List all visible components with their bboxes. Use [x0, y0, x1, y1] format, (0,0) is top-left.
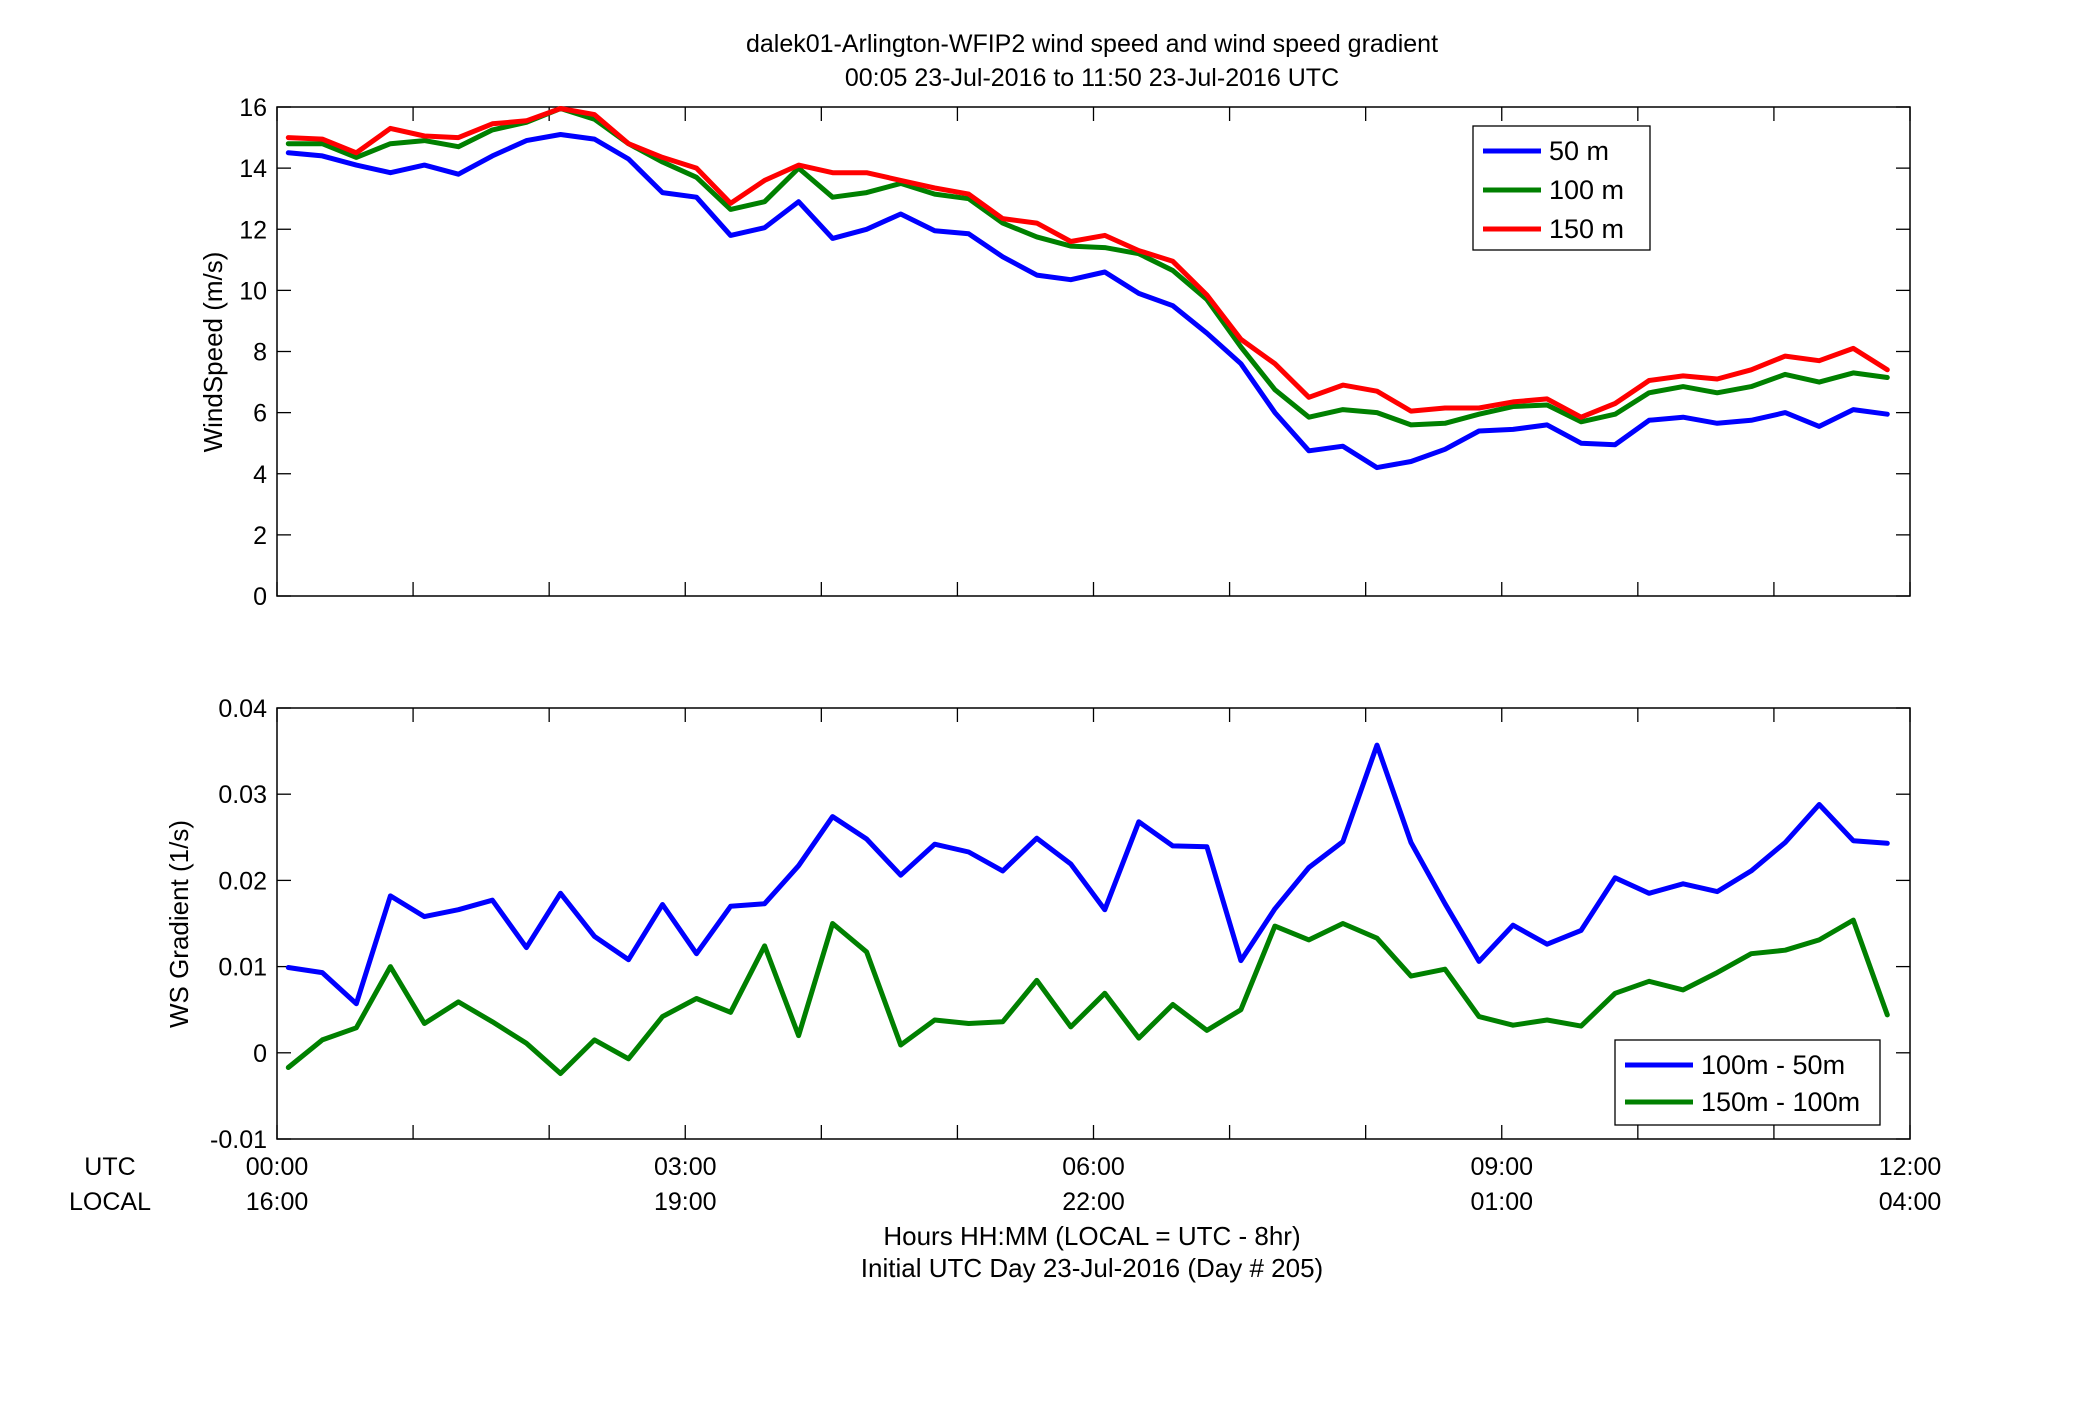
windspeed-series-line-50-m — [285, 132, 1890, 471]
x-tick-label-utc: 09:00 — [1470, 1153, 1533, 1181]
gradient-legend: 100m - 50m 150m - 100m — [1614, 1039, 1881, 1126]
x-tick-label-local: 22:00 — [1062, 1188, 1125, 1216]
x-tick-label-local: 19:00 — [654, 1188, 717, 1216]
x-tick-label-utc: 00:00 — [246, 1153, 309, 1181]
gradient-legend-items: 100m - 50m 150m - 100m — [1625, 1050, 1860, 1117]
x-tick-labels: 00:00 16:00 03:00 19:00 06:00 22:00 09:00 01:00… — [246, 1153, 1942, 1216]
gradient-series-line-150m-100m — [285, 917, 1890, 1076]
x-tick-label-utc: 06:00 — [1062, 1153, 1125, 1181]
windspeed-ytick-label: 0 — [253, 583, 267, 611]
windspeed-ytick-label: 8 — [253, 339, 267, 367]
windspeed-axes-frame — [276, 106, 1911, 597]
x-tick-label-utc: 03:00 — [654, 1153, 717, 1181]
windspeed-ytick-label: 2 — [253, 522, 267, 550]
windspeed-ytick-label: 14 — [239, 155, 267, 183]
gradient-series-line-100m-50m — [285, 742, 1890, 1007]
x-tick-label-local: 01:00 — [1470, 1188, 1533, 1216]
windspeed-ytick-label: 4 — [253, 461, 267, 489]
windspeed-series-lines — [285, 106, 1890, 471]
gradient-ytick-label: 0 — [253, 1040, 267, 1068]
x-tick-label-local: 04:00 — [1879, 1188, 1942, 1216]
windspeed-ytick-label: 10 — [239, 277, 267, 305]
windspeed-legend-label-100-m: 100 m — [1549, 175, 1624, 205]
x-tick-label-local: 16:00 — [246, 1188, 309, 1216]
windspeed-ylabel: WindSpeed (m/s) — [198, 252, 228, 453]
gradient-ylabel: WS Gradient (1/s) — [164, 820, 194, 1028]
figure-title-line1: dalek01-Arlington-WFIP2 wind speed and w… — [746, 30, 1438, 58]
windspeed-series-line-150-m — [285, 106, 1890, 420]
gradient-legend-box — [1614, 1039, 1881, 1126]
utc-row-label: UTC — [84, 1153, 135, 1181]
windspeed-legend-items: 50 m 100 m 150 m — [1483, 136, 1624, 244]
windspeed-ticks: 0 2 4 6 8 10 12 14 16 — [239, 94, 1911, 611]
x-axis-label-line2: Initial UTC Day 23-Jul-2016 (Day # 205) — [861, 1253, 1323, 1283]
windspeed-ytick-label: 12 — [239, 216, 267, 244]
gradient-legend-label-100m-50m: 100m - 50m — [1701, 1050, 1845, 1080]
gradient-ytick-label: 0.03 — [218, 781, 267, 809]
local-row-label: LOCAL — [69, 1188, 151, 1216]
windspeed-legend-label-50-m: 50 m — [1549, 136, 1609, 166]
x-tick-label-utc: 12:00 — [1879, 1153, 1942, 1181]
figure-title-line2: 00:05 23-Jul-2016 to 11:50 23-Jul-2016 U… — [845, 64, 1339, 92]
windspeed-ytick-label: 6 — [253, 400, 267, 428]
windspeed-legend-label-150-m: 150 m — [1549, 214, 1624, 244]
gradient-ytick-label: 0.01 — [218, 954, 267, 982]
gradient-series-lines — [285, 742, 1890, 1076]
gradient-legend-label-150m-100m: 150m - 100m — [1701, 1087, 1860, 1117]
gradient-ytick-label: 0.02 — [218, 867, 267, 895]
gradient-ytick-label: 0.04 — [218, 695, 267, 723]
windspeed-chart: 0 2 4 6 8 10 12 14 16 WindSpeed (m/s) 50 m 100 m 1… — [198, 94, 1911, 611]
gradient-ytick-label: -0.01 — [210, 1126, 267, 1154]
gradient-chart: -0.01 0 0.01 0.02 0.03 0.04 WS Gradient (1/s)… — [164, 695, 1911, 1154]
x-axis-label-line1: Hours HH:MM (LOCAL = UTC - 8hr) — [883, 1221, 1300, 1251]
windspeed-ytick-label: 16 — [239, 94, 267, 122]
windspeed-legend: 50 m 100 m 150 m — [1472, 125, 1651, 251]
gradient-ticks: -0.01 0 0.01 0.02 0.03 0.04 — [210, 695, 1911, 1154]
